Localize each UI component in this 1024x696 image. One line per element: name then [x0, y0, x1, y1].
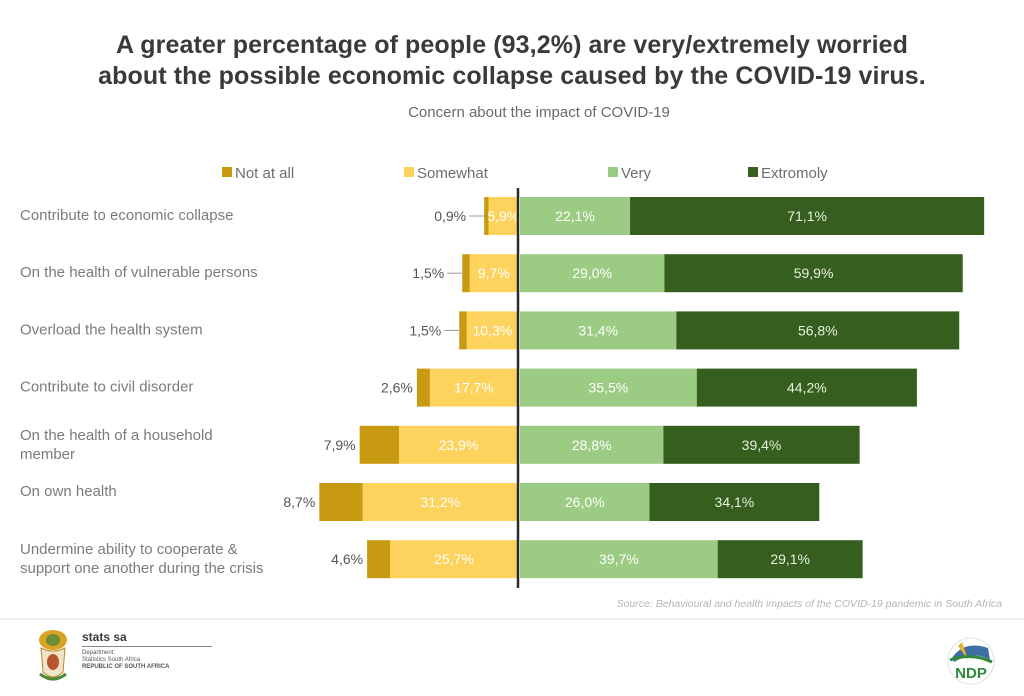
- bar-not-at-all: [484, 197, 489, 235]
- chart-title-line-2: about the possible economic collapse cau…: [98, 62, 926, 90]
- stats-sa-brand: stats sa: [82, 630, 127, 644]
- stats-sa-name: Statistics South Africa: [82, 657, 141, 663]
- chart-subtitle: Concern about the impact of COVID-19: [408, 104, 670, 121]
- bar-very: [520, 254, 665, 293]
- data-label-very: 35,5%: [589, 380, 629, 396]
- bar-not-at-all: [459, 311, 467, 350]
- bar-extremely: [649, 483, 820, 521]
- category-label: On the health of a household: [20, 427, 213, 444]
- chart-title: A greater percentage of people (93,2%) a…: [0, 30, 1024, 92]
- bar-labels: 5,9% 22,1% 71,1% 0,9% 9,7% 29,0% 59,9% 1,5% 10,3…: [283, 208, 837, 567]
- legend-swatch-somewhat: [404, 167, 414, 177]
- bar-somewhat: [466, 311, 518, 350]
- bar-extremely: [717, 540, 863, 579]
- category-label: On own health: [20, 483, 117, 500]
- ndp-logo-icon: NDP: [947, 637, 995, 685]
- bar-somewhat: [362, 483, 518, 521]
- ndp-logo: NDP: [944, 636, 998, 686]
- bar-somewhat: [398, 425, 518, 464]
- bar-very: [520, 425, 664, 464]
- data-label-somewhat: 31,2%: [420, 494, 460, 510]
- bar-very: [520, 368, 697, 407]
- data-label-extremely: 39,4%: [742, 437, 782, 453]
- bar-not-at-all: [416, 368, 430, 407]
- legend-label-extremely: Extromoly: [761, 165, 828, 182]
- data-label-not-at-all: 4,6%: [331, 551, 363, 567]
- data-label-extremely: 71,1%: [787, 208, 827, 224]
- data-label-very: 28,8%: [572, 437, 612, 453]
- bars: [319, 197, 985, 579]
- data-label-not-at-all: 8,7%: [283, 494, 315, 510]
- data-label-very: 22,1%: [555, 208, 595, 224]
- data-label-not-at-all: 1,5%: [409, 322, 441, 338]
- bar-not-at-all: [319, 483, 363, 521]
- data-label-very: 29,0%: [572, 265, 612, 281]
- chart-title-line-1: A greater percentage of people (93,2%) a…: [115, 31, 908, 59]
- data-label-extremely: 56,8%: [798, 322, 838, 338]
- bar-not-at-all: [359, 425, 399, 464]
- bar-very: [520, 197, 631, 235]
- data-label-somewhat: 23,9%: [439, 437, 479, 453]
- legend: Not at all Somewhat Very Extromoly: [222, 165, 828, 182]
- bar-somewhat: [488, 197, 518, 235]
- data-label-somewhat: 5,9%: [487, 208, 519, 224]
- bar-very: [520, 483, 650, 521]
- legend-swatch-not-at-all: [222, 167, 232, 177]
- data-label-extremely: 29,1%: [770, 551, 810, 567]
- data-label-extremely: 44,2%: [787, 380, 827, 396]
- bar-somewhat: [429, 368, 518, 407]
- data-label-not-at-all: 7,9%: [324, 437, 356, 453]
- legend-label-not-at-all: Not at all: [235, 165, 294, 182]
- data-label-somewhat: 17,7%: [454, 380, 494, 396]
- category-label: Contribute to economic collapse: [20, 207, 233, 224]
- diverging-bar-chart: Not at all Somewhat Very Extromoly Contribu…: [20, 165, 985, 588]
- data-label-very: 39,7%: [599, 551, 639, 567]
- data-label-extremely: 59,9%: [794, 265, 834, 281]
- category-label: On the health of vulnerable persons: [20, 264, 258, 281]
- category-label: member: [20, 446, 75, 463]
- ndp-logo-text: NDP: [955, 665, 987, 682]
- legend-label-very: Very: [621, 165, 652, 182]
- bar-extremely: [696, 368, 917, 407]
- data-label-somewhat: 25,7%: [434, 551, 474, 567]
- category-label: Undermine ability to cooperate &: [20, 541, 238, 558]
- stats-sa-dept: Department:: [82, 650, 116, 656]
- category-label: Overload the health system: [20, 321, 203, 338]
- data-label-not-at-all: 0,9%: [434, 208, 466, 224]
- data-label-somewhat: 9,7%: [478, 265, 510, 281]
- data-label-very: 26,0%: [565, 494, 605, 510]
- data-label-very: 31,4%: [578, 322, 618, 338]
- bar-somewhat: [469, 254, 518, 293]
- bar-not-at-all: [367, 540, 391, 579]
- data-label-not-at-all: 2,6%: [381, 380, 413, 396]
- bar-very: [520, 540, 718, 579]
- bar-extremely: [630, 197, 985, 235]
- legend-swatch-very: [608, 167, 618, 177]
- legend-swatch-extremely: [748, 167, 758, 177]
- data-label-extremely: 34,1%: [715, 494, 755, 510]
- source-note: Source: Behavioural and health impacts o…: [616, 598, 1002, 610]
- coat-of-arms-icon: [39, 630, 67, 681]
- bar-not-at-all: [462, 254, 470, 293]
- category-labels: Contribute to economic collapse On the he…: [20, 207, 263, 577]
- stats-sa-republic: REPUBLIC OF SOUTH AFRICA: [82, 664, 170, 670]
- bar-extremely: [663, 425, 860, 464]
- stats-sa-rule: [82, 646, 212, 647]
- footer-divider: [0, 618, 1024, 620]
- data-label-not-at-all: 1,5%: [412, 265, 444, 281]
- category-label: support one another during the crisis: [20, 560, 263, 577]
- bar-very: [520, 311, 677, 350]
- category-label: Contribute to civil disorder: [20, 379, 193, 396]
- stats-sa-logo: stats sa Department: Statistics South Af…: [30, 626, 230, 688]
- data-label-somewhat: 10,3%: [473, 322, 513, 338]
- bar-extremely: [664, 254, 963, 293]
- bar-somewhat: [390, 540, 518, 579]
- bar-extremely: [676, 311, 960, 350]
- legend-label-somewhat: Somewhat: [417, 165, 489, 182]
